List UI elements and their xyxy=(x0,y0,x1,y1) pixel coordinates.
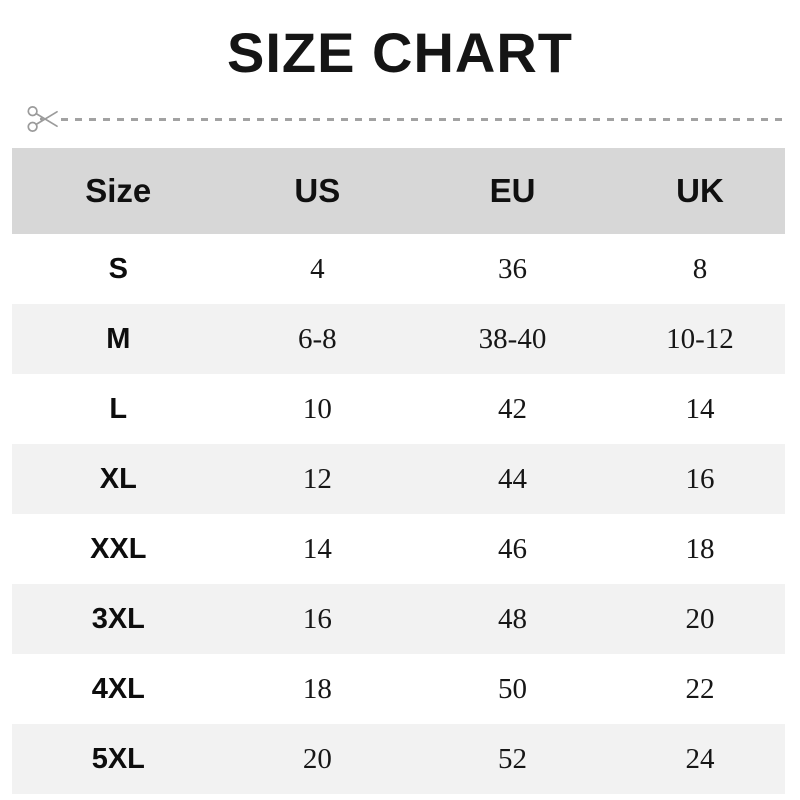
cell-uk: 14 xyxy=(685,392,715,425)
cell-uk: 18 xyxy=(685,532,715,565)
cell-uk: 20 xyxy=(685,602,715,635)
dashed-cut-line xyxy=(61,117,784,121)
cell-us: 6-8 xyxy=(297,322,337,355)
cell-us: 18 xyxy=(302,672,332,705)
cell-eu: 44 xyxy=(498,462,527,495)
cell-size: 3XL xyxy=(91,602,145,635)
cell-us: 16 xyxy=(302,602,332,635)
cell-uk: 8 xyxy=(692,252,708,285)
column-header-size: Size xyxy=(85,172,152,209)
cell-us: 4 xyxy=(310,252,325,285)
cell-eu: 52 xyxy=(498,742,527,775)
cell-eu: 36 xyxy=(498,252,527,285)
cell-size: L xyxy=(109,392,128,425)
cut-here-line xyxy=(0,98,800,140)
column-header-us: US xyxy=(294,172,341,209)
cell-eu: 38-40 xyxy=(478,322,547,355)
table-row: 5XL 20 52 24 xyxy=(12,724,785,794)
scissors-icon xyxy=(27,106,58,132)
table-row: XXL 14 46 18 xyxy=(12,514,785,584)
table-body: S 4 36 8 M 6-8 38-40 10-12 L 10 42 14 XL… xyxy=(12,234,785,794)
table-row: XL 12 44 16 xyxy=(12,444,785,514)
cell-us: 12 xyxy=(302,462,332,495)
page-title: SIZE CHART xyxy=(227,21,573,84)
cell-eu: 46 xyxy=(498,532,527,565)
cell-us: 20 xyxy=(302,742,332,775)
table-row: L 10 42 14 xyxy=(12,374,785,444)
table-row: M 6-8 38-40 10-12 xyxy=(12,304,785,374)
cell-us: 10 xyxy=(302,392,332,425)
cell-eu: 42 xyxy=(498,392,527,425)
cell-eu: 50 xyxy=(498,672,527,705)
cell-size: S xyxy=(108,252,128,285)
cell-uk: 16 xyxy=(685,462,715,495)
size-chart-table-container: Size US EU UK S 4 36 8 M 6-8 38-40 10-12… xyxy=(12,148,785,794)
table-row: S 4 36 8 xyxy=(12,234,785,304)
column-header-eu: EU xyxy=(489,172,536,209)
cell-size: 4XL xyxy=(91,672,145,705)
cell-uk: 10-12 xyxy=(666,322,734,355)
cell-size: XXL xyxy=(90,532,147,565)
cell-uk: 24 xyxy=(685,742,715,775)
cell-size: 5XL xyxy=(91,742,145,775)
table-row: 3XL 16 48 20 xyxy=(12,584,785,654)
cell-size: M xyxy=(106,322,131,355)
cell-uk: 22 xyxy=(685,672,715,705)
size-chart-table: Size US EU UK S 4 36 8 M 6-8 38-40 10-12… xyxy=(12,148,785,794)
table-row: 4XL 18 50 22 xyxy=(12,654,785,724)
title-bar: SIZE CHART xyxy=(0,0,800,98)
cell-eu: 48 xyxy=(498,602,527,635)
cell-us: 14 xyxy=(302,532,332,565)
cell-size: XL xyxy=(99,462,137,495)
table-header: Size US EU UK xyxy=(12,148,785,234)
column-header-uk: UK xyxy=(676,172,724,209)
table-header-row: Size US EU UK xyxy=(12,148,785,234)
